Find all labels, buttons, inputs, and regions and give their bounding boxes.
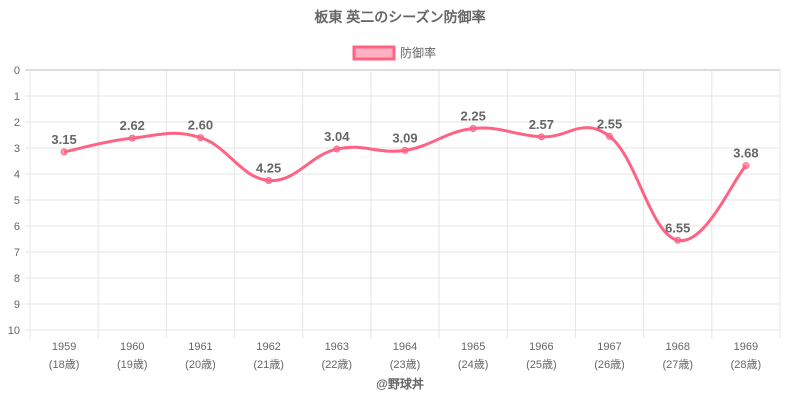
data-label: 2.60 (188, 118, 213, 133)
x-tick-label: 1967 (597, 341, 621, 353)
data-label: 2.55 (597, 116, 622, 131)
data-label: 2.57 (529, 117, 554, 132)
y-tick-label: 8 (14, 273, 20, 285)
x-tick-label: 1965 (461, 341, 485, 353)
data-point (606, 132, 614, 140)
x-tick-label: 1961 (188, 341, 212, 353)
x-tick-label: 1969 (734, 341, 758, 353)
x-tick-sublabel: (21歳) (253, 358, 284, 371)
y-tick-label: 2 (14, 117, 20, 129)
x-tick-label: 1964 (393, 341, 417, 353)
y-tick-label: 5 (14, 195, 20, 207)
data-label: 3.09 (392, 130, 417, 145)
y-tick-label: 0 (14, 65, 20, 77)
y-tick-label: 10 (8, 325, 20, 337)
y-tick-label: 7 (14, 247, 20, 259)
x-tick-label: 1962 (256, 341, 280, 353)
data-point (128, 134, 136, 142)
data-point (333, 145, 341, 153)
chart-title: 板東 英二のシーズン防御率 (314, 9, 485, 25)
x-tick-label: 1963 (325, 341, 349, 353)
x-tick-sublabel: (27歳) (662, 358, 693, 371)
y-tick-label: 6 (14, 221, 20, 233)
data-point (537, 133, 545, 141)
x-tick-sublabel: (26歳) (594, 358, 625, 371)
x-tick-sublabel: (28歳) (731, 358, 762, 371)
data-label: 2.62 (120, 118, 145, 133)
data-point (401, 146, 409, 154)
y-tick-label: 9 (14, 299, 20, 311)
data-point (742, 162, 750, 170)
x-tick-sublabel: (25歳) (526, 358, 557, 371)
x-tick-sublabel: (19歳) (117, 358, 148, 371)
legend[interactable]: 防御率 (352, 45, 436, 61)
x-tick-sublabel: (20歳) (185, 358, 216, 371)
data-point (196, 134, 204, 142)
x-tick-sublabel: (22歳) (322, 358, 353, 371)
x-tick-label: 1968 (665, 341, 689, 353)
y-tick-label: 3 (14, 143, 20, 155)
series-line (63, 126, 748, 242)
x-tick-label: 1966 (529, 341, 553, 353)
legend-swatch (352, 45, 396, 61)
x-tick-sublabel: (23歳) (390, 358, 421, 371)
data-label: 3.15 (51, 132, 76, 147)
data-label: 6.55 (665, 220, 690, 235)
data-label: 3.68 (733, 146, 758, 161)
x-tick-sublabel: (24歳) (458, 358, 489, 371)
data-label: 2.25 (461, 109, 486, 124)
data-label: 3.04 (324, 129, 350, 144)
data-point (60, 148, 68, 156)
legend-label: 防御率 (400, 45, 436, 60)
x-tick-label: 1959 (52, 341, 76, 353)
data-point (265, 177, 273, 184)
x-tick-sublabel: (18歳) (49, 358, 80, 371)
data-point (469, 125, 477, 132)
data-point (674, 236, 682, 244)
footer-credit: @野球丼 (376, 376, 424, 391)
x-tick-label: 1960 (120, 341, 144, 353)
y-tick-label: 4 (14, 169, 20, 181)
data-label: 4.25 (256, 161, 281, 176)
y-tick-label: 1 (14, 91, 20, 103)
